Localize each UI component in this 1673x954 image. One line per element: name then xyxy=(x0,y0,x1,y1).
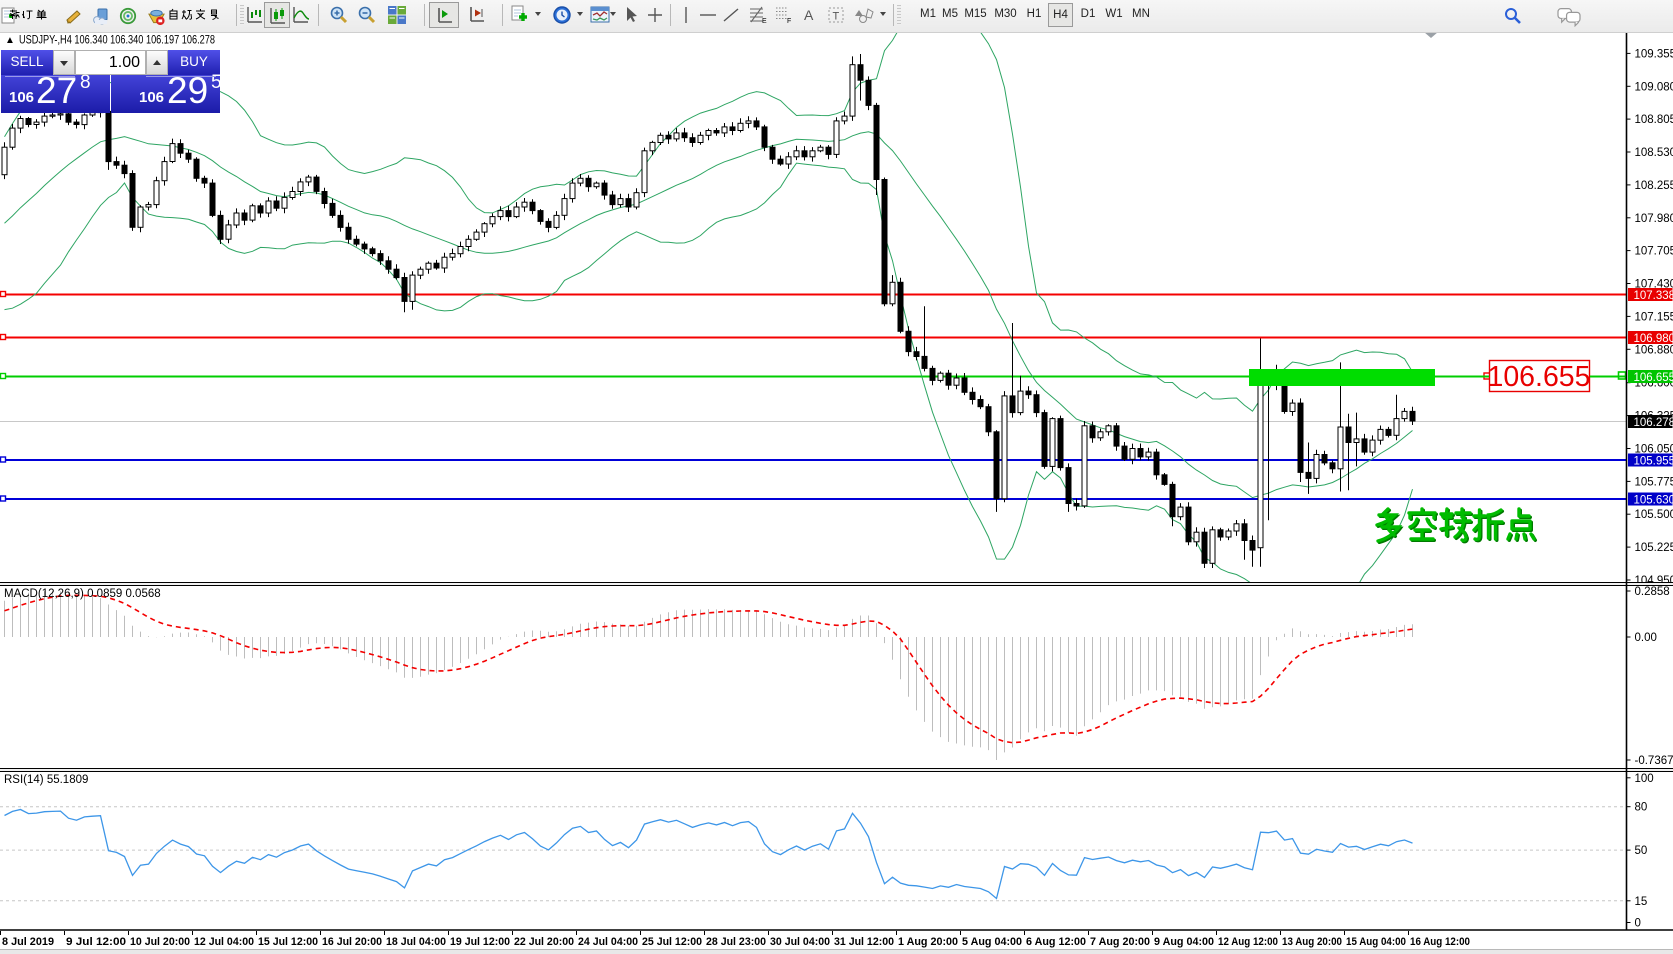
svg-text:15 Jul 12:00: 15 Jul 12:00 xyxy=(258,936,318,948)
svg-text:107.705: 107.705 xyxy=(1635,246,1673,258)
svg-text:9 Aug 04:00: 9 Aug 04:00 xyxy=(1154,936,1214,948)
svg-text:106.050: 106.050 xyxy=(1635,444,1673,456)
svg-text:15: 15 xyxy=(1635,896,1648,908)
svg-text:RSI(14) 55.1809: RSI(14) 55.1809 xyxy=(4,774,88,786)
svg-text:106.655: 106.655 xyxy=(1634,372,1673,384)
svg-text:0.00: 0.00 xyxy=(1635,632,1657,644)
svg-text:0: 0 xyxy=(1635,918,1641,930)
svg-text:USDJPY-,H4 106.340 106.340 10: USDJPY-,H4 106.340 106.340 106.197 106.2… xyxy=(19,35,215,47)
svg-text:30 Jul 04:00: 30 Jul 04:00 xyxy=(770,936,830,948)
svg-text:31 Jul 12:00: 31 Jul 12:00 xyxy=(834,936,894,948)
svg-text:13 Aug 20:00: 13 Aug 20:00 xyxy=(1282,936,1342,948)
svg-text:109.080: 109.080 xyxy=(1635,81,1673,93)
svg-text:107.980: 107.980 xyxy=(1635,213,1673,225)
svg-text:105.225: 105.225 xyxy=(1635,542,1673,554)
svg-text:10 Jul 20:00: 10 Jul 20:00 xyxy=(130,936,190,948)
svg-text:9 Jul 12:00: 9 Jul 12:00 xyxy=(66,936,126,948)
svg-text:1 Aug 20:00: 1 Aug 20:00 xyxy=(898,936,958,948)
svg-text:▲: ▲ xyxy=(5,35,15,46)
svg-text:108.805: 108.805 xyxy=(1635,114,1673,126)
svg-text:109.355: 109.355 xyxy=(1635,48,1673,60)
svg-text:16 Aug 12:00: 16 Aug 12:00 xyxy=(1410,936,1470,948)
svg-text:108.530: 108.530 xyxy=(1635,147,1673,159)
svg-text:8 Jul 2019: 8 Jul 2019 xyxy=(2,936,54,948)
svg-text:80: 80 xyxy=(1635,802,1648,814)
svg-text:105.630: 105.630 xyxy=(1634,495,1673,507)
svg-text:24 Jul 04:00: 24 Jul 04:00 xyxy=(578,936,638,948)
svg-text:107.155: 107.155 xyxy=(1635,311,1673,323)
svg-text:105.775: 105.775 xyxy=(1635,476,1673,488)
svg-text:105.500: 105.500 xyxy=(1635,509,1673,521)
svg-text:6 Aug 12:00: 6 Aug 12:00 xyxy=(1026,936,1086,948)
svg-text:22 Jul 20:00: 22 Jul 20:00 xyxy=(514,936,574,948)
svg-text:25 Jul 12:00: 25 Jul 12:00 xyxy=(642,936,702,948)
svg-text:-0.7367: -0.7367 xyxy=(1635,755,1673,767)
svg-text:100: 100 xyxy=(1635,773,1654,785)
svg-text:28 Jul 23:00: 28 Jul 23:00 xyxy=(706,936,766,948)
svg-text:50: 50 xyxy=(1635,845,1648,857)
svg-text:12 Aug 12:00: 12 Aug 12:00 xyxy=(1218,936,1278,948)
svg-text:15 Aug 04:00: 15 Aug 04:00 xyxy=(1346,936,1406,948)
svg-text:T: T xyxy=(833,11,840,23)
svg-text:107.430: 107.430 xyxy=(1635,279,1673,291)
svg-text:0.2858: 0.2858 xyxy=(1635,586,1670,598)
svg-text:5 Aug 04:00: 5 Aug 04:00 xyxy=(962,936,1022,948)
svg-text:16 Jul 20:00: 16 Jul 20:00 xyxy=(322,936,382,948)
svg-text:107.338: 107.338 xyxy=(1634,290,1673,302)
svg-text:106.655: 106.655 xyxy=(1487,361,1590,393)
svg-text:F: F xyxy=(787,18,791,25)
svg-text:7 Aug 20:00: 7 Aug 20:00 xyxy=(1090,936,1150,948)
svg-text:19 Jul 12:00: 19 Jul 12:00 xyxy=(450,936,510,948)
svg-text:E: E xyxy=(762,18,767,25)
svg-text:106.980: 106.980 xyxy=(1634,333,1673,345)
svg-text:106.278: 106.278 xyxy=(1634,417,1673,429)
svg-text:MACD(12,26,9) 0.0859 0.0568: MACD(12,26,9) 0.0859 0.0568 xyxy=(4,588,161,600)
svg-text:12 Jul 04:00: 12 Jul 04:00 xyxy=(194,936,254,948)
svg-text:106.880: 106.880 xyxy=(1635,344,1673,356)
svg-text:105.955: 105.955 xyxy=(1634,456,1673,468)
svg-text:108.255: 108.255 xyxy=(1635,180,1673,192)
svg-text:A: A xyxy=(804,7,814,23)
svg-text:18 Jul 04:00: 18 Jul 04:00 xyxy=(386,936,446,948)
